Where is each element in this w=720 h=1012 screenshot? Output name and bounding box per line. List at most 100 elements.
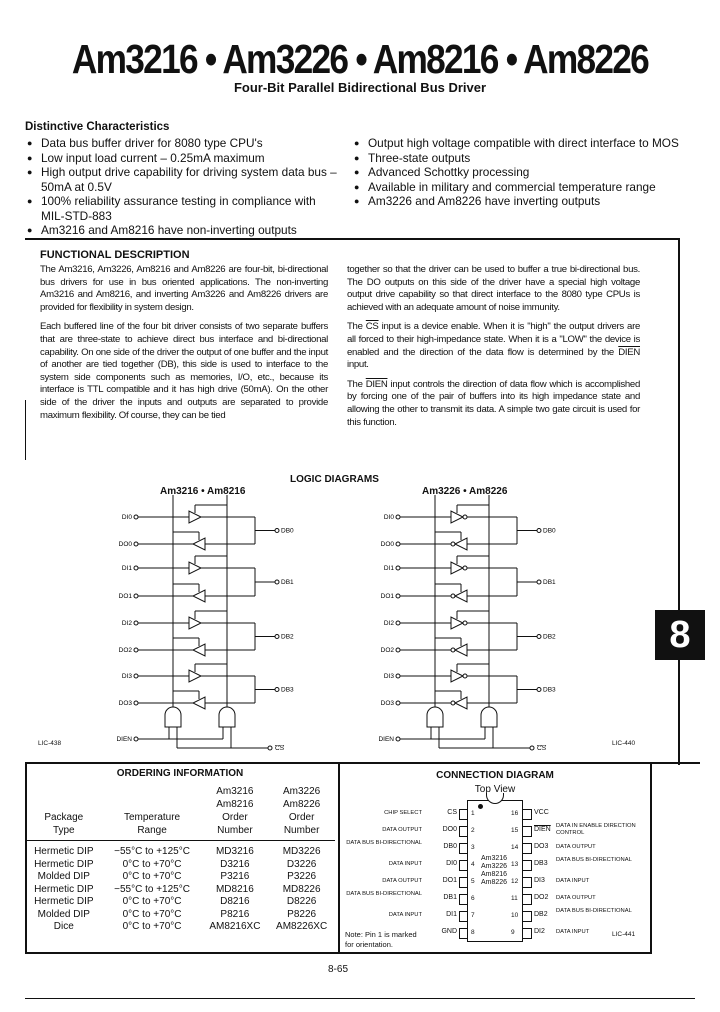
logic-left-ref: LIC-438 [38, 740, 62, 747]
table-cell: Hermetic DIP [34, 858, 94, 870]
ordering-info: ORDERING INFORMATION Am3216 Am3226 Am8216 A… [25, 768, 335, 934]
section-tab: 8 [655, 610, 705, 660]
terminal [274, 634, 280, 639]
signal-label: DB0 [281, 528, 294, 535]
nand-gate [480, 706, 498, 728]
functional-left-column: The Am3216, Am3226, Am8216 and Am8226 ar… [40, 264, 328, 422]
terminal [395, 541, 401, 547]
pin-description: DATA IN ENABLE DIRECTION CONTROL [556, 823, 636, 836]
logic-right-ref: LIC-440 [612, 740, 636, 747]
pin-number: 6 [471, 895, 475, 902]
pin-number: 13 [511, 861, 519, 868]
functional-p5: The DIEN input controls the direction of… [347, 379, 640, 429]
pin-symbol: CS [447, 809, 457, 816]
divider [25, 400, 26, 460]
logic-left-title: Am3216 • Am8216 [160, 486, 246, 497]
functional-p1: The Am3216, Am3226, Am8216 and Am8226 ar… [40, 264, 328, 313]
signal-label: DIEN [116, 736, 132, 743]
chip-label: Am8216 [481, 871, 508, 878]
features-left: Data bus buffer driver for 8080 type CPU… [25, 136, 340, 238]
chip-label: Am3226 [481, 863, 508, 870]
pin-number: 15 [511, 827, 519, 834]
text: The [347, 378, 366, 390]
signal-label: DI2 [122, 620, 133, 627]
pin-symbol: DO3 [534, 843, 549, 850]
terminal [133, 647, 139, 653]
pin-description: DATA BUS BI-DIRECTIONAL [346, 891, 422, 897]
terminal [536, 528, 542, 533]
signal-label: CS [275, 745, 285, 752]
column-header: Am3216 [216, 786, 254, 797]
column-header: Number [201, 824, 269, 841]
signal-label: DI0 [122, 514, 133, 521]
footer-rule [25, 998, 695, 999]
signal-label: CS [537, 745, 547, 752]
table-cell: AM8216XC [209, 921, 261, 932]
column-header: Temperature [123, 812, 181, 823]
column-header: Number [268, 824, 335, 841]
pin-number: 14 [511, 844, 519, 851]
dien-signal: DIEN [618, 346, 640, 358]
buffer-triangle [450, 510, 465, 524]
pin-number: 3 [471, 844, 475, 851]
signal-label: DI0 [384, 514, 395, 521]
terminal [536, 634, 542, 639]
pin-description: DATA INPUT [556, 929, 590, 935]
terminal [395, 736, 401, 742]
pin-symbol: DO0 [442, 826, 457, 833]
buffer-triangle [450, 616, 465, 630]
terminal [536, 687, 542, 692]
table-cell: Hermetic DIP [34, 896, 94, 907]
pin [459, 877, 468, 888]
table-cell: 0°C to +70°C [122, 858, 182, 870]
text: The [347, 321, 366, 333]
divider [25, 762, 27, 954]
terminal [133, 620, 139, 626]
inverter-bubble [462, 565, 468, 571]
table-cell: 0°C to +70°C [122, 871, 182, 882]
pin-number: 12 [511, 878, 519, 885]
feature-item: Advanced Schottky processing [352, 165, 682, 180]
feature-item: Available in military and commercial tem… [352, 180, 682, 195]
inverter-bubble [462, 673, 468, 679]
pin-description: DATA INPUT [388, 912, 422, 918]
functional-heading: FUNCTIONAL DESCRIPTION [40, 249, 190, 261]
pin-description: DATA INPUT [556, 878, 590, 884]
table-cell: D8216 [220, 896, 250, 907]
pin [459, 894, 468, 905]
pin-description: DATA BUS BI-DIRECTIONAL [556, 908, 632, 914]
pin-description: DATA BUS BI-DIRECTIONAL [556, 857, 632, 863]
buffer-triangle [450, 669, 465, 683]
terminal [529, 745, 535, 751]
pin-number: 11 [511, 895, 518, 902]
table-cell: MD3216 [215, 846, 254, 857]
pin-number: 1 [471, 810, 475, 817]
signal-label: DI1 [384, 565, 395, 572]
table-row: Hermetic DIP 0°C to +70°C D3216 D3226 [25, 859, 335, 872]
column-header: Am3226 [283, 786, 321, 797]
signal-label: DO0 [119, 541, 133, 548]
table-row: Dice 0°C to +70°C AM8216XC AM8226XC [25, 921, 335, 934]
pin-number: 5 [471, 878, 475, 885]
text: input controls the direction of data flo… [347, 378, 640, 428]
pin-number: 4 [471, 861, 475, 868]
feature-item: Am3226 and Am8226 have inverting outputs [352, 194, 682, 209]
signal-label: DB2 [281, 634, 294, 641]
buffer-triangle [188, 561, 203, 575]
terminal [133, 673, 139, 679]
signal-label: DB1 [281, 579, 294, 586]
terminal [274, 687, 280, 692]
pin-number: 2 [471, 827, 475, 834]
pin [523, 826, 532, 837]
inverter-bubble [462, 514, 468, 520]
column-header [25, 785, 103, 798]
page-title: Am3216 • Am3226 • Am8216 • Am8226 [71, 36, 650, 82]
pin-description: CHIP SELECT [384, 810, 422, 816]
pin [523, 843, 532, 854]
signal-label: DO2 [119, 647, 133, 654]
divider [25, 238, 680, 240]
features-right: Output high voltage compatible with dire… [352, 136, 682, 209]
signal-label: DB0 [543, 528, 556, 535]
pin-symbol: DB2 [534, 911, 548, 918]
signal-label: DO1 [119, 593, 133, 600]
